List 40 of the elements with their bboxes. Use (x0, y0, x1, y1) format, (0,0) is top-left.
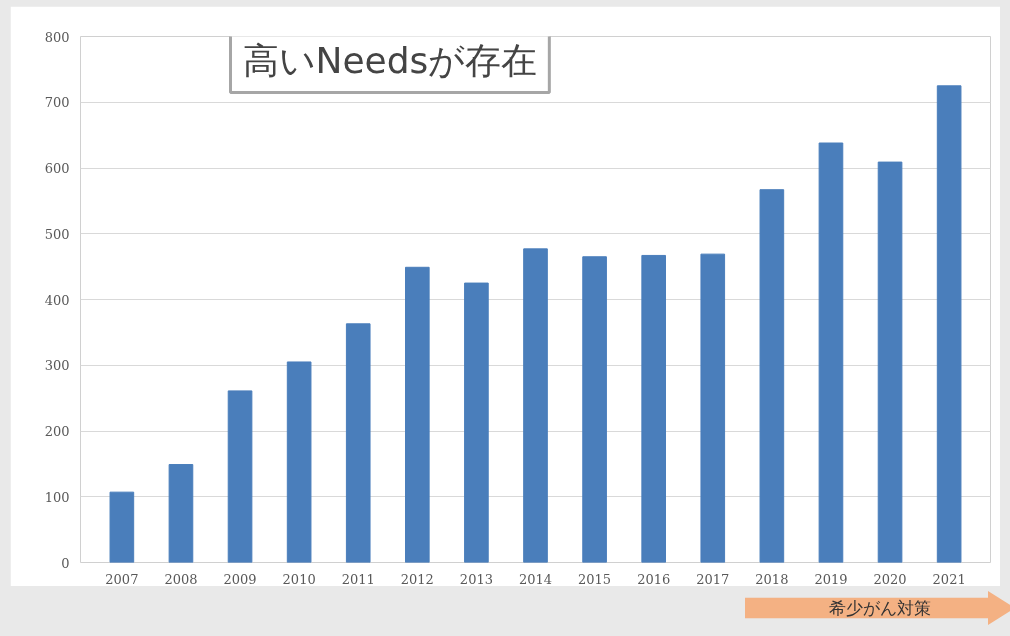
y-tick-label: 800 (44, 29, 70, 45)
bar (582, 256, 607, 563)
y-tick-label: 700 (44, 95, 70, 111)
annotation: 高いNeedsが存在 (242, 39, 538, 81)
x-tick-label: 2015 (578, 571, 612, 587)
bar (168, 464, 194, 563)
x-tick-label: 2018 (755, 571, 789, 587)
x-tick-label: 2016 (637, 571, 671, 587)
x-tick-label: 2010 (282, 571, 316, 587)
bar (759, 189, 785, 563)
bar (227, 390, 253, 563)
bar (345, 323, 371, 563)
y-tick-label: 0 (61, 555, 70, 571)
bar (818, 142, 844, 563)
bar (464, 282, 489, 563)
y-tick-label: 100 (44, 489, 70, 505)
bar (523, 248, 548, 563)
bar (405, 266, 430, 563)
x-tick-label: 2008 (164, 571, 198, 587)
x-tick-label: 2009 (223, 571, 257, 587)
y-tick-label: 300 (44, 358, 70, 374)
x-tick-label: 2021 (932, 571, 966, 587)
bar (700, 253, 726, 563)
x-tick-label: 2020 (873, 571, 907, 587)
x-tick-label: 2007 (105, 571, 139, 587)
bar (877, 161, 903, 563)
x-tick-label: 2012 (400, 571, 434, 587)
x-tick-label: 2011 (341, 571, 375, 587)
x-tick-label: 2013 (459, 571, 493, 587)
y-tick-label: 400 (44, 292, 70, 308)
x-tick-label: 2014 (518, 571, 553, 587)
x-tick-label: 2019 (814, 571, 848, 587)
bar (109, 491, 135, 563)
y-tick-label: 500 (44, 226, 70, 242)
bar (286, 361, 312, 563)
bar (641, 254, 666, 563)
y-tick-label: 200 (44, 424, 70, 439)
y-tick-label: 600 (44, 161, 70, 176)
bar (936, 85, 962, 563)
x-tick-label: 2017 (696, 571, 730, 587)
